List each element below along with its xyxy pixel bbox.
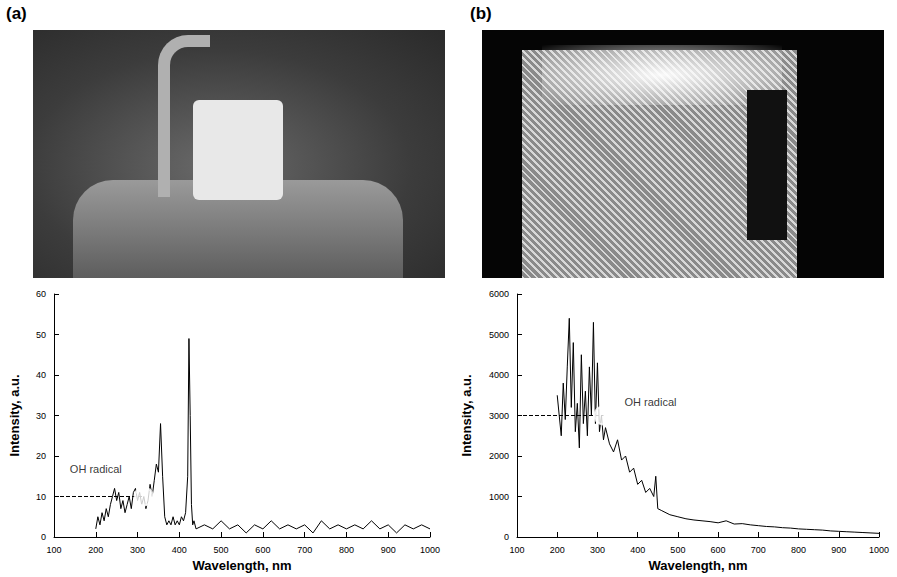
svg-text:Intensity, a.u.: Intensity, a.u. (459, 374, 474, 456)
svg-text:60: 60 (36, 289, 46, 299)
svg-text:50: 50 (36, 330, 46, 340)
svg-text:500: 500 (214, 545, 229, 555)
svg-text:0: 0 (41, 532, 46, 542)
svg-text:300: 300 (130, 545, 145, 555)
svg-text:6000: 6000 (489, 289, 509, 299)
svg-text:OH radical: OH radical (624, 396, 676, 408)
svg-text:3000: 3000 (489, 411, 509, 421)
svg-text:100: 100 (509, 545, 524, 555)
svg-text:4000: 4000 (489, 370, 509, 380)
html-text:(b): (b) (470, 4, 492, 23)
svg-text:1000: 1000 (869, 545, 889, 555)
svg-text:5000: 5000 (489, 330, 509, 340)
html-text:(a): (a) (6, 4, 27, 23)
svg-text:Intensity, a.u.: Intensity, a.u. (7, 374, 22, 456)
svg-text:800: 800 (339, 545, 354, 555)
svg-text:10: 10 (36, 492, 46, 502)
svg-text:200: 200 (88, 545, 103, 555)
svg-text:30: 30 (36, 411, 46, 421)
svg-text:1000: 1000 (489, 492, 509, 502)
svg-text:600: 600 (255, 545, 270, 555)
svg-text:400: 400 (630, 545, 645, 555)
svg-text:500: 500 (670, 545, 685, 555)
svg-text:900: 900 (831, 545, 846, 555)
svg-text:0: 0 (504, 532, 509, 542)
svg-text:900: 900 (381, 545, 396, 555)
svg-text:100: 100 (46, 545, 61, 555)
svg-text:OH radical: OH radical (70, 463, 122, 475)
svg-text:700: 700 (751, 545, 766, 555)
svg-text:300: 300 (590, 545, 605, 555)
svg-text:2000: 2000 (489, 451, 509, 461)
svg-text:200: 200 (550, 545, 565, 555)
svg-text:40: 40 (36, 370, 46, 380)
svg-text:20: 20 (36, 451, 46, 461)
svg-text:800: 800 (791, 545, 806, 555)
svg-text:Wavelength, nm: Wavelength, nm (648, 558, 747, 573)
svg-text:Wavelength, nm: Wavelength, nm (192, 558, 291, 573)
svg-text:400: 400 (172, 545, 187, 555)
svg-text:600: 600 (711, 545, 726, 555)
svg-text:700: 700 (297, 545, 312, 555)
svg-text:1000: 1000 (420, 545, 440, 555)
